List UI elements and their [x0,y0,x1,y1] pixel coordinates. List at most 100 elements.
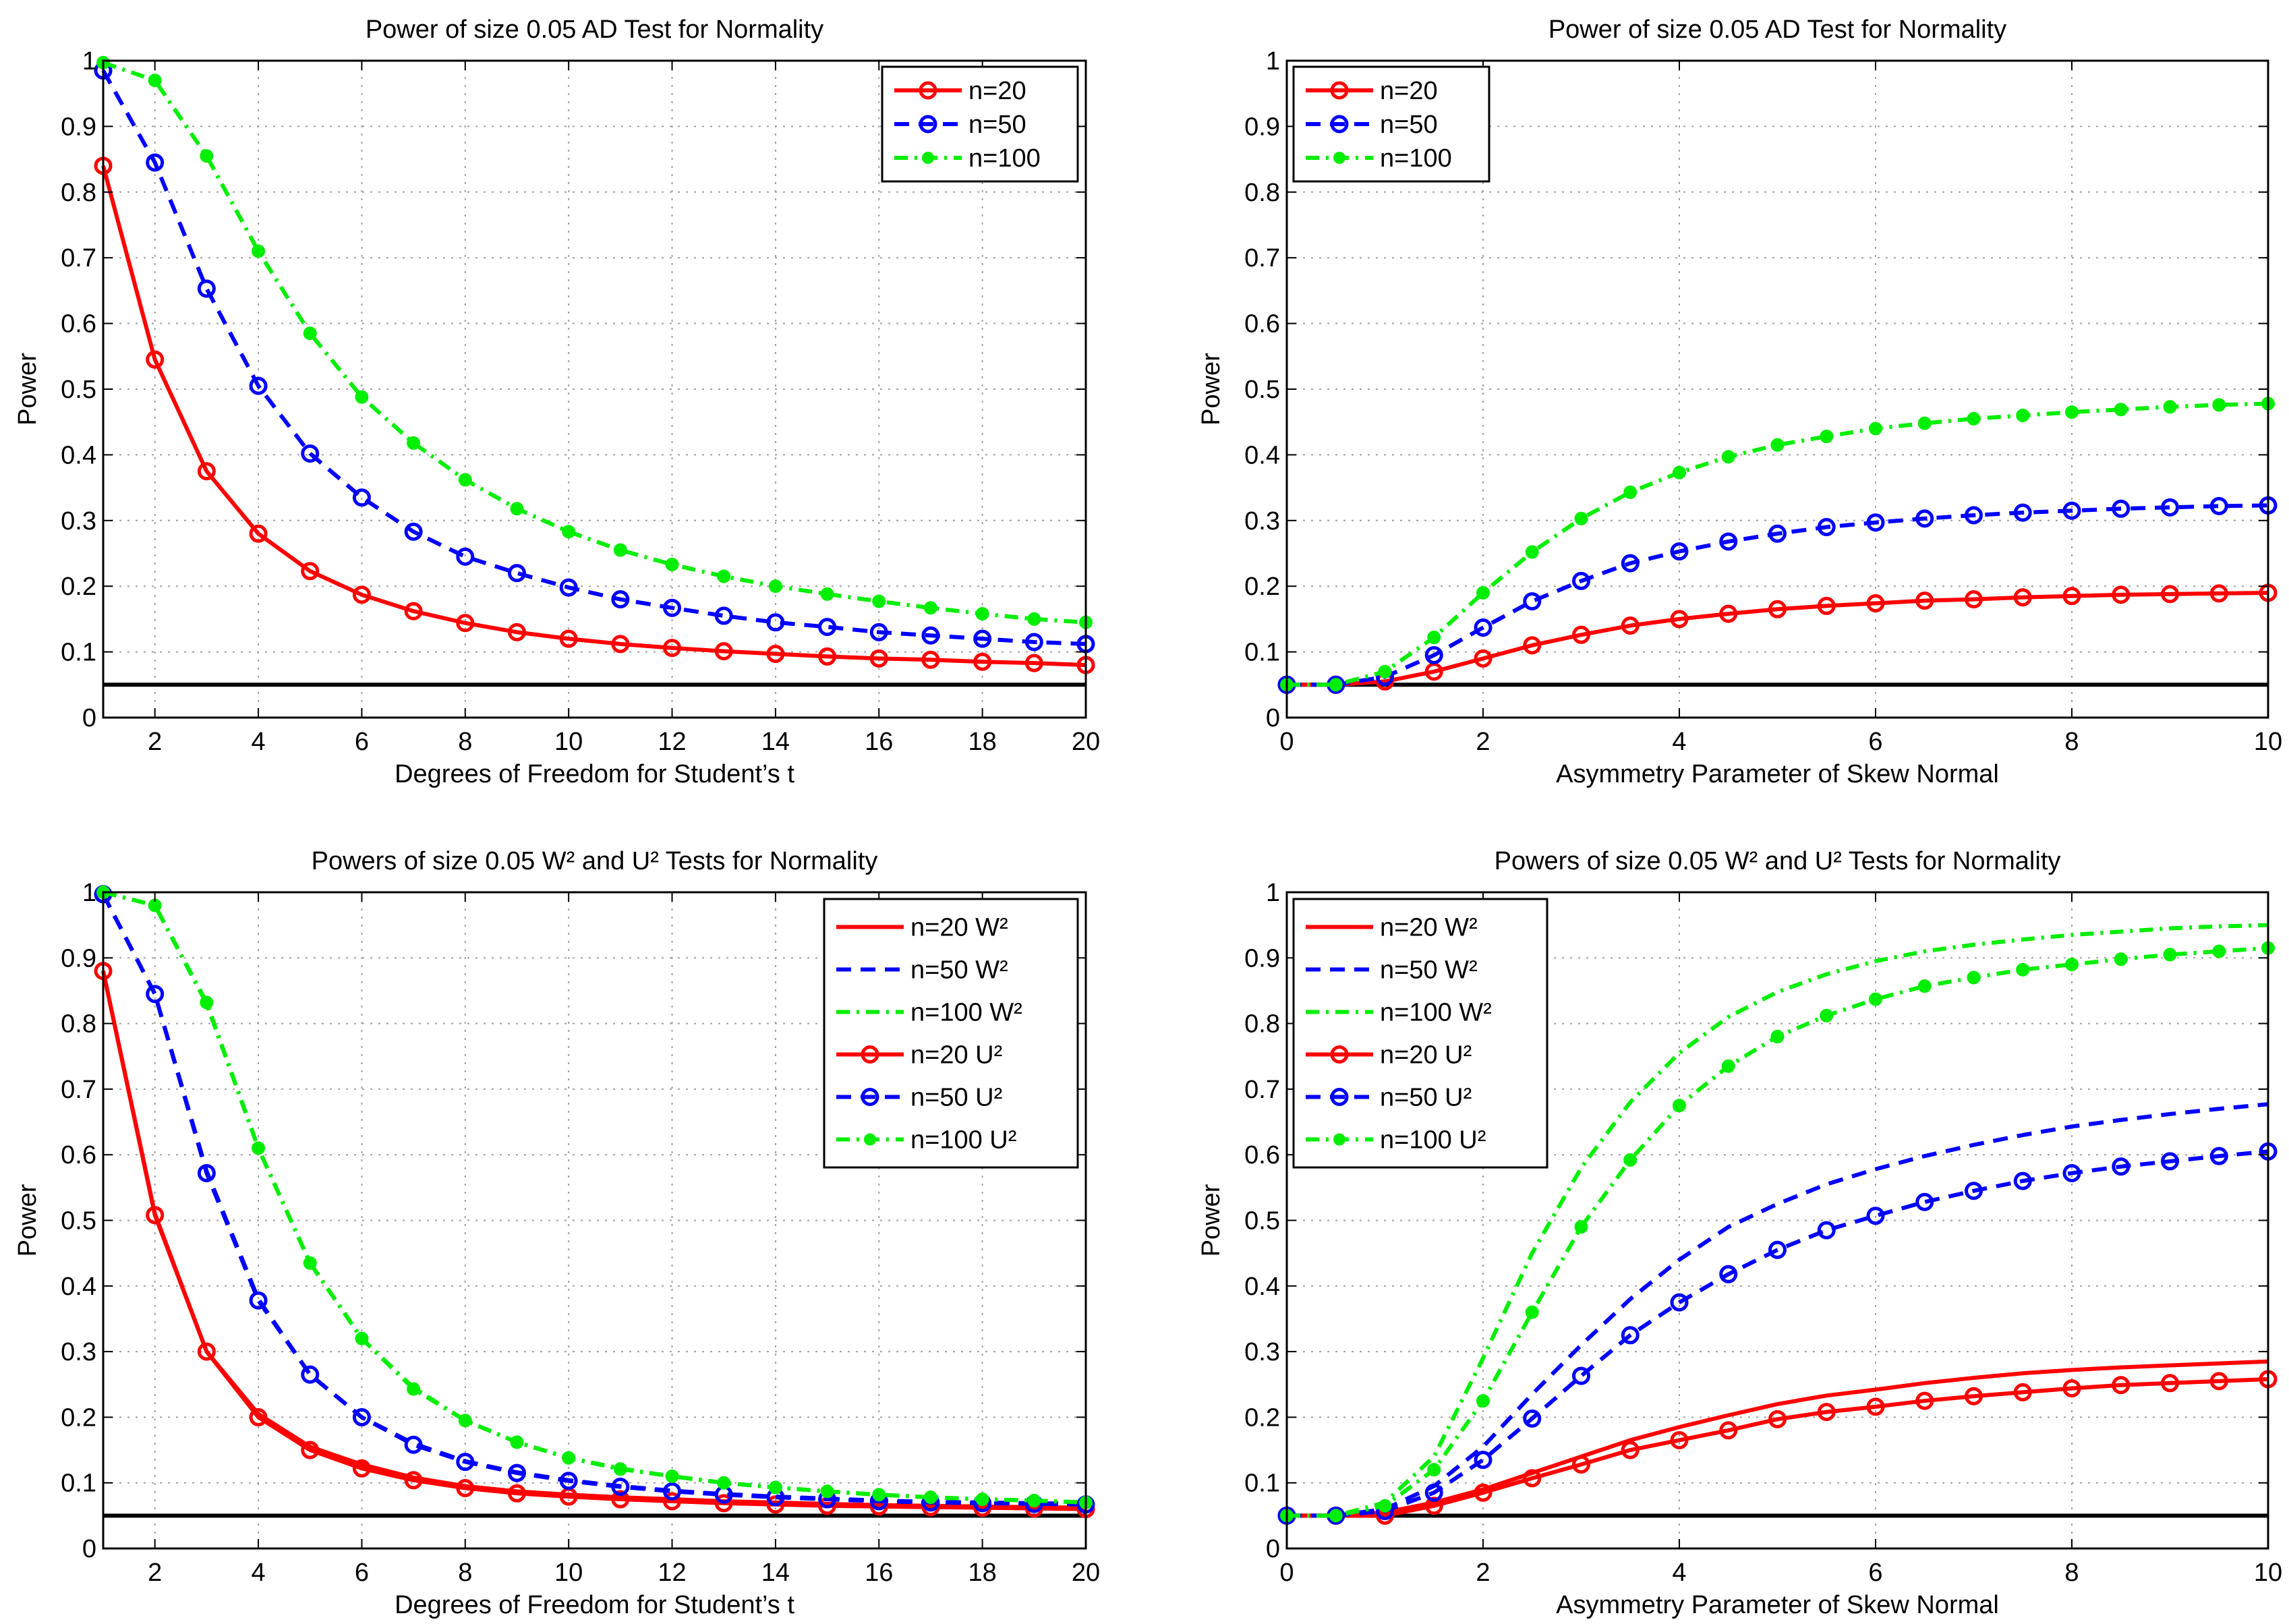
legend-label: n=100 [968,144,1041,173]
data-point [973,652,992,671]
series-line [103,890,1086,1505]
x-tick-label: 6 [355,1559,369,1587]
y-tick-label: 0.4 [61,1273,96,1301]
y-tick-label: 0.2 [1244,573,1280,601]
data-point [404,522,423,541]
data-point [507,564,526,583]
data-point [1869,422,1882,436]
x-tick-label: 14 [761,1559,790,1587]
x-tick-label: 4 [251,1559,265,1587]
y-tick-label: 0.5 [61,1207,96,1236]
data-point [249,524,268,543]
data-point [1967,970,1981,985]
data-point [1474,1483,1493,1502]
data-point [1817,1221,1836,1240]
data-point [456,614,475,633]
series-n-100 [1280,397,2275,692]
series-line [1287,401,2269,687]
data-point [921,650,940,669]
data-point [2161,498,2179,517]
y-tick-label: 0 [82,1535,96,1563]
data-point [611,590,630,609]
data-point [1917,979,1932,993]
data-point [1817,596,1836,615]
x-tick-label: 2 [148,728,162,756]
data-point [1525,545,1539,559]
data-point [1574,1220,1588,1234]
data-point [1670,1430,1689,1449]
y-tick-label: 0 [82,704,96,732]
data-point [2112,499,2131,518]
data-point [1915,1391,1934,1410]
data-point [507,1463,526,1482]
data-point [301,444,320,463]
legend-label: n=100 U² [910,1126,1016,1155]
data-point [1915,509,1934,528]
data-point [1378,664,1392,678]
data-point [456,1478,475,1497]
y-axis-label: Power [13,1184,42,1256]
data-point [510,1435,524,1449]
y-axis-label: Power [13,353,42,426]
legend-label: n=100 W² [1380,999,1492,1027]
legend-label: n=50 U² [1380,1084,1472,1112]
y-tick-label: 0.5 [1244,1207,1280,1236]
x-tick-label: 8 [458,1559,472,1587]
data-point [1027,612,1041,626]
data-point [1768,1240,1787,1259]
data-point [1329,678,1343,692]
x-tick-label: 6 [1868,1559,1882,1587]
data-point [559,578,578,597]
data-point [1719,604,1738,623]
data-point [2013,1383,2032,1401]
x-tick-label: 2 [1476,1559,1490,1587]
y-tick-label: 0.1 [61,1470,96,1498]
data-point [1917,416,1932,430]
y-tick-label: 0.4 [1244,1273,1280,1301]
data-point [2013,588,2032,607]
legend-label: n=100 W² [910,999,1022,1027]
data-point [2062,1163,2081,1182]
x-tick-label: 18 [968,728,996,756]
series-n-50-w- [1287,1102,2269,1518]
data-point [507,1484,526,1503]
data-point [1621,554,1640,573]
data-point [456,1453,475,1472]
data-point [663,639,682,658]
legend-marker [1330,1045,1349,1064]
data-point [1965,1387,1983,1405]
y-tick-label: 0 [1266,704,1280,732]
data-point [1719,532,1738,551]
y-tick-label: 0.9 [1244,113,1280,141]
data-point [2062,1379,2081,1398]
data-point [766,613,785,632]
data-point [2013,503,2032,522]
series-n-20 [1277,583,2278,694]
data-point [456,547,475,566]
data-point [1424,1497,1443,1515]
data-point [200,995,214,1010]
data-point [510,502,524,516]
data-point [2065,405,2079,419]
y-tick-label: 0.9 [61,944,96,973]
legend-label: n=100 U² [1380,1126,1486,1155]
data-point [2163,400,2177,414]
data-point [1967,411,1981,426]
y-tick-label: 0.7 [61,1076,96,1104]
x-tick-label: 6 [355,728,369,756]
data-point [717,569,731,583]
data-point [352,488,371,507]
data-point [2209,1147,2228,1165]
y-tick-label: 0.2 [61,1403,96,1432]
data-point [1024,633,1043,651]
data-point [458,473,472,487]
legend-label: n=50 W² [1380,956,1478,985]
data-point [1719,1265,1738,1283]
legend-marker [1333,152,1345,164]
data-point [249,1291,268,1310]
data-point [820,587,834,601]
data-point [200,149,214,163]
y-tick-label: 0.8 [61,179,96,207]
chart-panel-2: 0 2 4 6 8 10 0 0.1 0.2 0.3 0.4 0.5 0.6 0.7 0.8 0.9 1 Powe… [1197,16,2282,788]
y-tick-label: 1 [1266,879,1280,907]
